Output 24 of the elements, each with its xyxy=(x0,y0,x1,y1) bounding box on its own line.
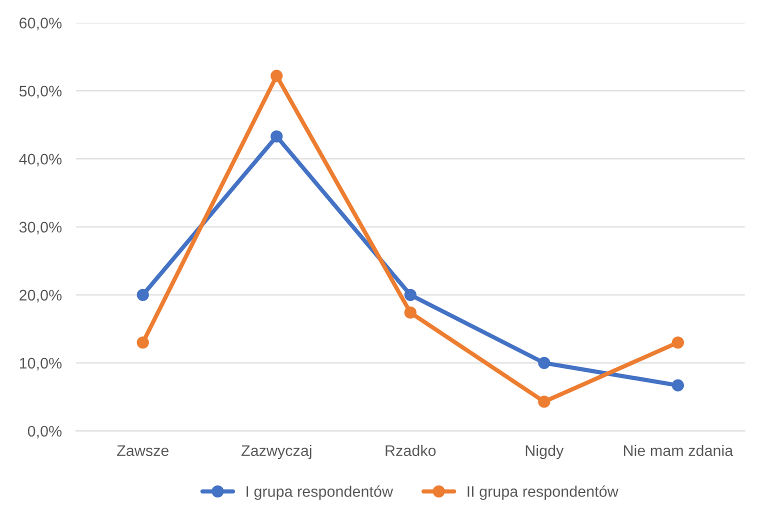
point xyxy=(270,130,283,142)
x-tick-label: Nie mam zdania xyxy=(624,444,734,456)
legend-label: I grupa respondentów xyxy=(246,486,394,500)
point xyxy=(672,379,684,392)
point xyxy=(538,356,550,370)
legend-label: II grupa respondentów xyxy=(468,486,618,500)
point xyxy=(404,306,416,319)
x-tick-label: Nigdy xyxy=(526,444,564,460)
x-tick-label: Rzadko xyxy=(386,444,436,456)
y-tick-label: 0,0% xyxy=(28,426,62,438)
y-tick-label: 30,0% xyxy=(19,222,62,234)
point xyxy=(404,288,416,301)
x-tick-label: Zawsze xyxy=(117,445,169,456)
point xyxy=(136,336,149,349)
y-tick-label: 40,0% xyxy=(19,154,62,166)
y-tick-label: 60,0% xyxy=(20,18,62,30)
point xyxy=(672,336,684,349)
point xyxy=(538,396,550,408)
y-tick-label: 50,0% xyxy=(19,86,62,98)
point xyxy=(270,70,283,82)
y-tick-label: 20,0% xyxy=(20,290,62,302)
x-tick-label: Zazwyczaj xyxy=(241,444,312,460)
y-tick-label: 10,0% xyxy=(20,358,62,370)
point xyxy=(136,288,149,301)
